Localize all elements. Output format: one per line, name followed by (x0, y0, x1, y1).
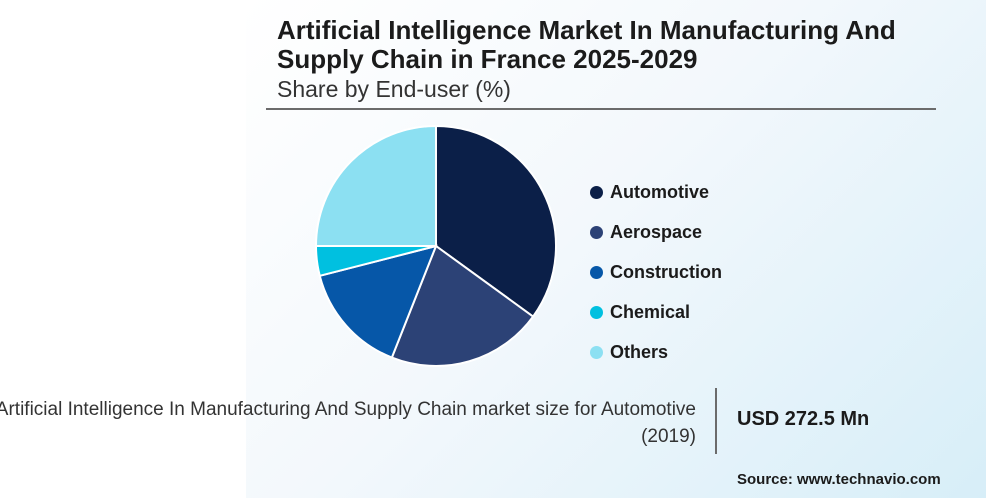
legend-label: Automotive (610, 181, 709, 202)
legend-swatch (590, 305, 603, 319)
legend-label: Chemical (610, 301, 691, 322)
legend-item-chemical: Chemical (590, 292, 722, 332)
chart-title: Artificial Intelligence Market In Manufa… (277, 15, 896, 74)
legend-swatch (590, 225, 603, 239)
chart-subtitle: Share by End-user (%) (277, 76, 511, 102)
legend-swatch (590, 185, 603, 199)
pie-chart (314, 124, 557, 367)
pie-slice-aerospace (390, 244, 535, 367)
legend-label: Construction (610, 261, 722, 282)
stat-value: USD 272.5 Mn (737, 408, 870, 430)
stat-label: Artificial Intelligence In Manufacturing… (0, 399, 696, 447)
source-credit: Source: www.technavio.com (737, 471, 941, 488)
legend-label: Aerospace (610, 221, 703, 242)
legend-item-aerospace: Aerospace (590, 212, 722, 252)
title-divider (266, 108, 936, 110)
legend-item-construction: Construction (590, 252, 722, 292)
legend-swatch (590, 345, 603, 359)
pie-slice-others (314, 124, 437, 247)
legend-label: Others (610, 341, 669, 362)
legend-item-automotive: Automotive (590, 172, 722, 212)
pie-slice-automotive (435, 124, 557, 318)
pie-slice-construction (318, 244, 438, 359)
legend-item-others: Others (590, 332, 722, 372)
legend-swatch (590, 265, 603, 279)
stat-divider (715, 388, 717, 454)
chart-legend: Automotive Aerospace Construction Chemical O… (590, 172, 722, 372)
